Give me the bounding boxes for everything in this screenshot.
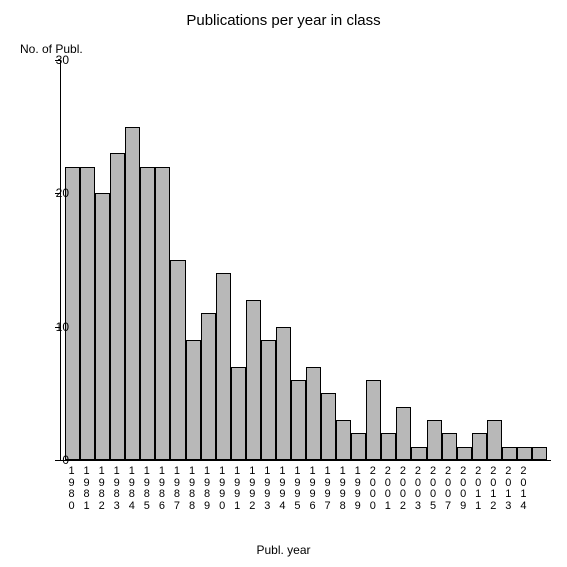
- bar: [351, 433, 366, 460]
- bar: [110, 153, 125, 460]
- x-tick-label: 1 9 9 5: [291, 466, 303, 512]
- bar: [381, 433, 396, 460]
- bar: [80, 167, 95, 460]
- bar: [517, 447, 532, 460]
- y-tick-label: 20: [39, 186, 69, 200]
- bar: [487, 420, 502, 460]
- bar: [442, 433, 457, 460]
- bar: [396, 407, 411, 460]
- bar: [502, 447, 517, 460]
- x-tick-label: 1 9 9 3: [261, 466, 273, 512]
- x-tick-label: 1 9 9 1: [231, 466, 243, 512]
- x-tick-label: 1 9 9 0: [216, 466, 228, 512]
- bar: [366, 380, 381, 460]
- x-tick-label: 2 0 0 5: [427, 466, 439, 512]
- bar: [336, 420, 351, 460]
- x-tick-label: 1 9 8 7: [171, 466, 183, 512]
- x-tick-label: 2 0 1 2: [487, 466, 499, 512]
- bar: [276, 327, 291, 460]
- x-tick-label: 2 0 0 7: [442, 466, 454, 512]
- x-tick-label: 1 9 8 6: [156, 466, 168, 512]
- bar: [427, 420, 442, 460]
- x-tick-label: 1 9 9 2: [246, 466, 258, 512]
- y-tick-label: 30: [39, 53, 69, 67]
- bar: [95, 193, 110, 460]
- x-tick-label: 1 9 8 5: [141, 466, 153, 512]
- bar: [321, 393, 336, 460]
- x-tick-label: 1 9 9 8: [337, 466, 349, 512]
- x-tick-label: 2 0 0 3: [412, 466, 424, 512]
- bar: [65, 167, 80, 460]
- bar: [532, 447, 547, 460]
- x-tick-label: 1 9 8 1: [81, 466, 93, 512]
- x-tick-label: 1 9 8 3: [111, 466, 123, 512]
- bar: [201, 313, 216, 460]
- bar: [186, 340, 201, 460]
- x-tick-label: 2 0 1 1: [472, 466, 484, 512]
- bar: [246, 300, 261, 460]
- bar: [140, 167, 155, 460]
- bar: [261, 340, 276, 460]
- x-tick-label: 1 9 9 9: [352, 466, 364, 512]
- bar: [411, 447, 426, 460]
- x-tick-label: 1 9 8 4: [126, 466, 138, 512]
- x-tick-label: 1 9 9 7: [322, 466, 334, 512]
- x-tick-label: 2 0 0 1: [382, 466, 394, 512]
- bar: [306, 367, 321, 460]
- bar: [457, 447, 472, 460]
- bar: [231, 367, 246, 460]
- x-tick-label: 2 0 0 9: [457, 466, 469, 512]
- x-tick-label: 2 0 0 0: [367, 466, 379, 512]
- x-tick-label: 2 0 1 3: [502, 466, 514, 512]
- bars-group: [61, 60, 551, 460]
- bar: [472, 433, 487, 460]
- x-tick-label: 1 9 8 8: [186, 466, 198, 512]
- chart-title: Publications per year in class: [0, 12, 567, 29]
- x-tick-label: 2 0 1 4: [517, 466, 529, 512]
- x-tick-label: 1 9 8 2: [96, 466, 108, 512]
- x-tick-label: 1 9 8 0: [66, 466, 78, 512]
- x-axis-title: Publ. year: [0, 543, 567, 557]
- x-tick-label: 1 9 9 4: [276, 466, 288, 512]
- x-tick-label: 1 9 9 6: [307, 466, 319, 512]
- x-tick-label: 1 9 8 9: [201, 466, 213, 512]
- y-tick-label: 0: [39, 453, 69, 467]
- x-tick-label: 2 0 0 2: [397, 466, 409, 512]
- y-tick-label: 10: [39, 320, 69, 334]
- chart-container: Publications per year in class No. of Pu…: [0, 0, 567, 567]
- bar: [125, 127, 140, 460]
- plot-area: [60, 60, 551, 461]
- bar: [155, 167, 170, 460]
- bar: [170, 260, 185, 460]
- bar: [216, 273, 231, 460]
- bar: [291, 380, 306, 460]
